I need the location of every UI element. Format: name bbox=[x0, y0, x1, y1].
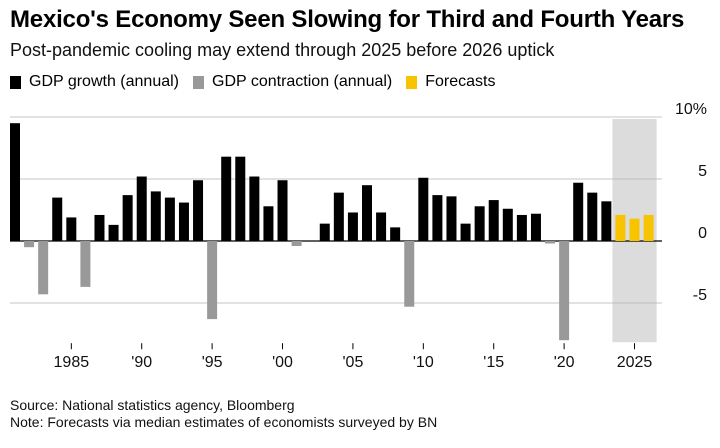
legend-swatch-contraction bbox=[193, 75, 204, 89]
bar-2000 bbox=[277, 180, 288, 241]
bar-1997 bbox=[235, 156, 246, 241]
source-note: Source: National statistics agency, Bloo… bbox=[10, 397, 295, 413]
bar-2015 bbox=[488, 200, 499, 241]
bar-1991 bbox=[150, 191, 161, 241]
x-tick-label: '10 bbox=[413, 354, 434, 371]
x-tick-label: '15 bbox=[483, 354, 504, 371]
bar-2016 bbox=[502, 208, 513, 241]
bar-2011 bbox=[432, 195, 443, 241]
x-tick-label: '05 bbox=[342, 354, 363, 371]
bar-2001 bbox=[291, 241, 302, 246]
legend-item-contraction: GDP contraction (annual) bbox=[193, 73, 392, 91]
bar-1989 bbox=[122, 195, 133, 241]
bar-2003 bbox=[319, 223, 330, 241]
bar-1987 bbox=[94, 214, 105, 241]
legend: GDP growth (annual) GDP contraction (ann… bbox=[10, 73, 510, 91]
bar-2005 bbox=[347, 212, 358, 241]
bar-2013 bbox=[460, 223, 471, 241]
x-tick-label: '00 bbox=[272, 354, 293, 371]
bar-2023 bbox=[601, 201, 612, 241]
bar-1982 bbox=[24, 241, 35, 248]
bar-1992 bbox=[164, 197, 175, 241]
bar-2009 bbox=[404, 241, 415, 307]
forecast-note: Note: Forecasts via median estimates of … bbox=[10, 414, 438, 430]
y-axis-ticks: 10% 5 0 -5 bbox=[675, 101, 707, 304]
gdp-bar-chart: 10% 5 0 -5 1985 '90 '95 '00 '05 '10 '15 '20 2025 bbox=[10, 101, 707, 371]
bar-1990 bbox=[136, 176, 147, 241]
bar-2024-forecast bbox=[615, 214, 626, 241]
legend-swatch-forecasts bbox=[406, 75, 418, 89]
bar-2021 bbox=[573, 182, 584, 241]
bar-2022 bbox=[587, 192, 598, 241]
bar-1981 bbox=[10, 123, 20, 241]
bar-2020 bbox=[559, 241, 570, 341]
x-tick-label: 1985 bbox=[54, 354, 90, 371]
bar-2025-forecast bbox=[629, 218, 640, 241]
x-tick-label: '95 bbox=[202, 354, 223, 371]
bar-1986 bbox=[80, 241, 91, 287]
chart-title: Mexico's Economy Seen Slowing for Third … bbox=[10, 6, 685, 33]
bar-1999 bbox=[263, 206, 274, 241]
chart-subtitle: Post-pandemic cooling may extend through… bbox=[10, 40, 555, 60]
bar-1988 bbox=[108, 224, 119, 241]
y-tick-label: -5 bbox=[693, 287, 707, 304]
legend-label-growth: GDP growth (annual) bbox=[29, 73, 179, 90]
x-tick-label: '90 bbox=[131, 354, 152, 371]
legend-label-forecasts: Forecasts bbox=[425, 73, 496, 90]
x-tick-label: 2025 bbox=[617, 354, 653, 371]
bar-2019 bbox=[545, 241, 556, 244]
bar-2017 bbox=[516, 214, 527, 241]
bar-1983 bbox=[38, 241, 49, 295]
bar-1984 bbox=[52, 197, 63, 241]
y-tick-label: 5 bbox=[698, 163, 707, 180]
legend-label-contraction: GDP contraction (annual) bbox=[212, 73, 393, 90]
bar-2012 bbox=[446, 196, 457, 241]
bar-2004 bbox=[333, 192, 344, 241]
bars bbox=[10, 123, 654, 341]
bar-1994 bbox=[193, 180, 204, 241]
y-tick-label: 0 bbox=[698, 225, 707, 242]
bar-1993 bbox=[178, 202, 189, 241]
legend-item-growth: GDP growth (annual) bbox=[10, 73, 179, 91]
bar-2018 bbox=[530, 213, 541, 241]
x-axis-ticks: 1985 '90 '95 '00 '05 '10 '15 '20 2025 bbox=[54, 343, 653, 371]
bar-1996 bbox=[221, 156, 232, 241]
bar-1995 bbox=[207, 241, 218, 320]
bar-1998 bbox=[249, 176, 260, 241]
legend-item-forecasts: Forecasts bbox=[406, 73, 496, 91]
x-tick-label: '20 bbox=[554, 354, 575, 371]
bar-2006 bbox=[362, 185, 372, 241]
bar-2010 bbox=[418, 177, 429, 241]
bar-2014 bbox=[474, 206, 485, 241]
bar-1985 bbox=[66, 217, 77, 241]
bar-2007 bbox=[376, 212, 387, 241]
legend-swatch-growth bbox=[10, 75, 21, 89]
bar-2008 bbox=[390, 227, 401, 241]
y-tick-label: 10% bbox=[675, 101, 707, 118]
bar-2026-forecast bbox=[643, 214, 654, 241]
